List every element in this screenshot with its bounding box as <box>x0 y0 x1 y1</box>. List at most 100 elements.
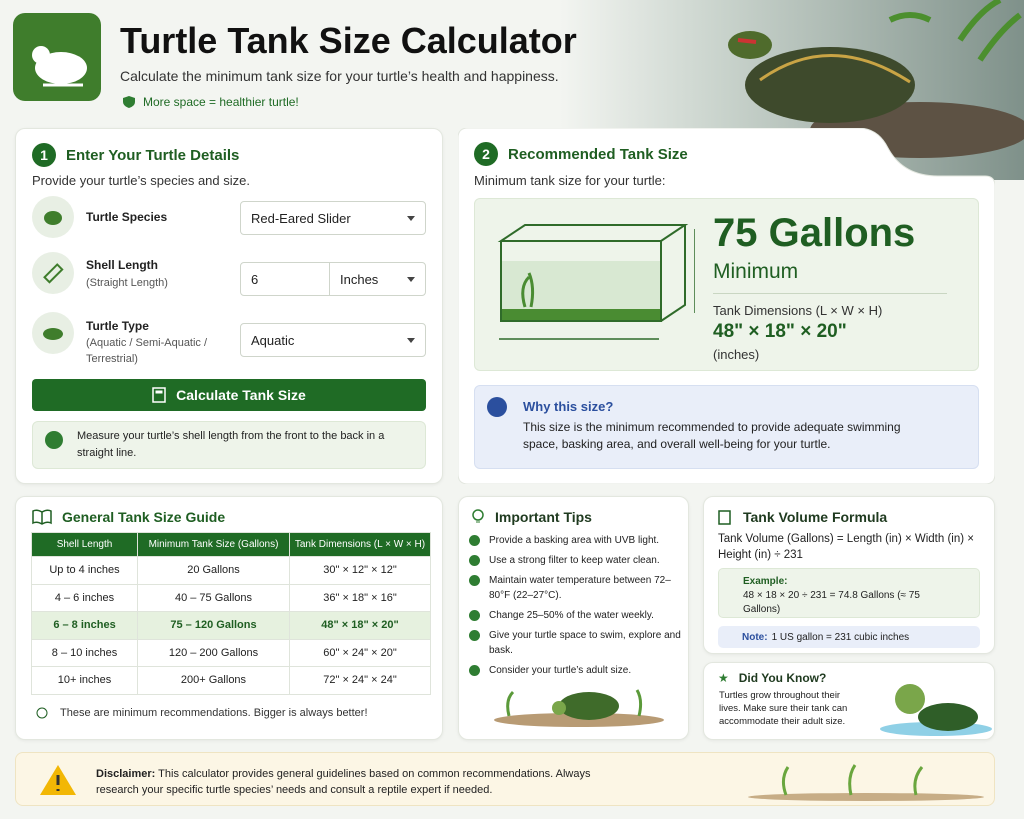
header-row: Shell Length Minimum Tank Size (Gallons) T… <box>31 532 431 557</box>
result-card: 2 Recommended Tank Size Minimum tank size… <box>458 128 995 484</box>
element <box>502 309 660 320</box>
field-hint: (Straight Length) <box>86 277 168 289</box>
why-box: Why this size? This size is the minimum … <box>474 385 979 469</box>
divider <box>713 293 947 294</box>
dropdown-arrow <box>407 337 415 343</box>
gallons: 75 Gallons <box>713 211 916 255</box>
element <box>918 703 978 731</box>
tip-item: Give your turtle space to swim, explore … <box>469 628 681 658</box>
element <box>497 224 689 322</box>
type-select[interactable]: Aquatic <box>240 323 426 357</box>
logo <box>13 13 101 101</box>
formula-card: Tank Volume Formula Tank Volume (Gallons… <box>703 496 995 654</box>
input-value: 6 <box>251 271 259 287</box>
element: 1 Enter Your Turtle Details <box>32 143 239 167</box>
tip-item: Consider your turtle’s adult size. <box>469 663 681 678</box>
element: Tank Volume Formula <box>718 509 887 525</box>
element <box>36 707 48 719</box>
field-label: Turtle Species <box>86 210 168 224</box>
element <box>728 31 772 59</box>
unit-select[interactable]: Inches <box>329 262 426 296</box>
element: General Tank Size Guide <box>32 509 225 525</box>
table-cell: Up to 4 inches <box>31 556 138 585</box>
element <box>123 96 135 108</box>
element <box>36 707 48 719</box>
fact-text: Turtles grow throughout their lives. Mak… <box>719 690 848 727</box>
element: ★ Did You Know? <box>718 671 826 685</box>
guide-table: Shell Length Minimum Tank Size (Gallons) T… <box>31 532 431 695</box>
disclaimer-text: This calculator provides general guideli… <box>96 768 591 796</box>
fact-illustration <box>880 684 992 736</box>
table-row: 4 – 6 inches 40 – 75 Gallons 36" × 18" × 1… <box>31 583 431 612</box>
dropdown-arrow <box>407 276 415 282</box>
table-row: 6 – 8 inches 75 – 120 Gallons 48" × 18" × … <box>31 611 431 640</box>
table-row: Up to 4 inches 20 Gallons 30" × 12" × 12" <box>31 556 431 585</box>
element: 2 Recommended Tank Size <box>474 142 688 166</box>
why-text: This size is the minimum recommended to … <box>523 420 901 451</box>
dimensions-label: Tank Dimensions (L × W × H) <box>713 303 883 318</box>
guide-card: General Tank Size Guide Shell Length Mini… <box>15 496 443 740</box>
tip-item: Provide a basking area with UVB light. <box>469 533 681 548</box>
element <box>32 46 87 87</box>
element <box>152 387 166 403</box>
element <box>745 47 915 123</box>
note-label: Note: <box>742 631 768 643</box>
table-cell: 48" × 18" × 20" <box>289 611 431 640</box>
element: Shell Length Minimum Tank Size (Gallons) T… <box>31 532 431 557</box>
tip-box: Measure your turtle’s shell length from … <box>32 421 426 469</box>
element <box>888 0 1022 62</box>
example-box: Example: 48 × 18 × 20 ÷ 231 = 74.8 Gallon… <box>718 568 980 618</box>
note-text: 1 US gallon = 231 cubic inches <box>771 631 910 643</box>
element <box>521 272 535 308</box>
note-box: Note: 1 US gallon = 231 cubic inches <box>718 626 980 648</box>
element <box>499 229 695 340</box>
select-value: Aquatic <box>251 332 295 348</box>
column-header: Shell Length <box>31 532 138 557</box>
tip-text: Measure your turtle’s shell length from … <box>77 430 385 459</box>
element: Disclaimer: This calculator provides gen… <box>96 766 596 798</box>
table-cell: 40 – 75 Gallons <box>137 583 290 612</box>
info-icon <box>487 397 507 417</box>
dropdown-arrow <box>407 215 415 221</box>
ruler-icon <box>32 252 74 294</box>
card-title: Recommended Tank Size <box>508 145 688 163</box>
element <box>759 54 911 84</box>
element <box>895 684 925 714</box>
field-label: Turtle Type <box>86 319 149 333</box>
element <box>44 211 62 225</box>
card-title: Tank Volume Formula <box>743 509 888 525</box>
length-input[interactable]: 6 <box>240 262 330 296</box>
element <box>781 764 924 796</box>
table-cell: 20 Gallons <box>137 556 290 585</box>
card-title: General Tank Size Guide <box>62 509 226 525</box>
tips-list: Provide a basking area with UVB light. Us… <box>469 533 681 683</box>
element <box>43 263 64 284</box>
element <box>472 509 484 521</box>
element <box>737 38 757 44</box>
species-select[interactable]: Red-Eared Slider <box>240 201 426 235</box>
badge-text: More space = healthier turtle! <box>143 95 299 109</box>
element <box>718 509 731 525</box>
step-number: 1 <box>32 143 56 167</box>
qualifier: Minimum <box>713 260 799 283</box>
element <box>43 263 64 284</box>
table-cell: 30" × 12" × 12" <box>289 556 431 585</box>
element <box>748 793 984 801</box>
card-title: Enter Your Turtle Details <box>66 146 240 164</box>
star-icon: ★ <box>718 671 729 685</box>
title: Turtle Tank Size Calculator <box>120 20 577 61</box>
element: Up to 4 inches 20 Gallons 30" × 12" × 12" 4… <box>31 556 431 695</box>
card-description: Minimum tank size for your turtle: <box>474 173 666 188</box>
type-icon <box>32 312 74 354</box>
footnote: These are minimum recommendations. Bigge… <box>36 707 368 719</box>
element <box>152 387 166 403</box>
select-value: Red-Eared Slider <box>251 210 351 226</box>
result-panel: 75 Gallons Minimum Tank Dimensions (L × … <box>474 198 979 371</box>
card-description: Provide your turtle’s species and size. <box>32 173 250 188</box>
column-header: Minimum Tank Size (Gallons) <box>137 532 290 557</box>
table-row: 8 – 10 inches 120 – 200 Gallons 60" × 24" … <box>31 638 431 667</box>
calculate-button[interactable]: Calculate Tank Size <box>32 379 426 411</box>
table-cell: 4 – 6 inches <box>31 583 138 612</box>
tips-card: Important Tips Provide a basking area wi… <box>458 496 689 740</box>
